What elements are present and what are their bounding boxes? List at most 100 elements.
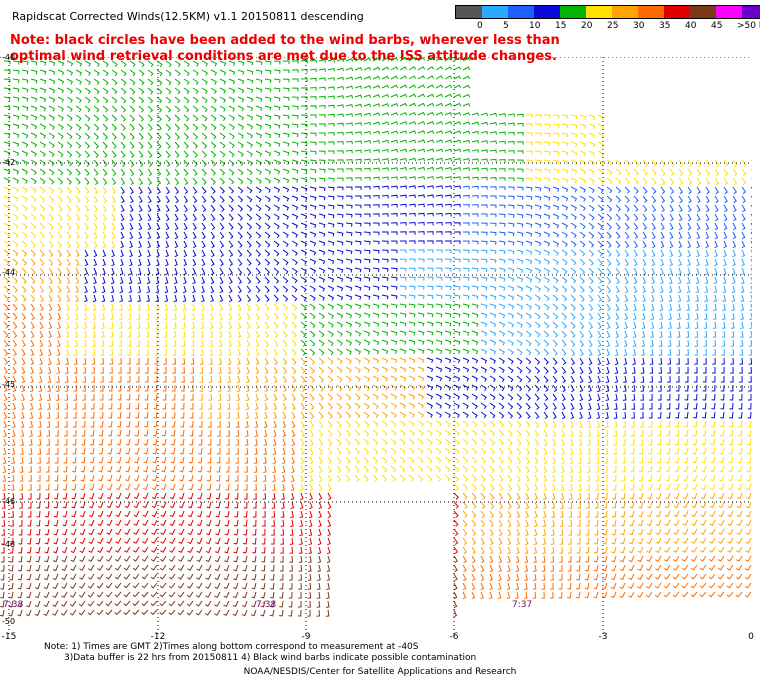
wind-barb xyxy=(318,258,326,265)
wind-barb xyxy=(605,366,610,375)
wind-barb xyxy=(214,582,221,590)
wind-barb xyxy=(363,456,369,464)
wind-barb xyxy=(417,212,425,217)
wind-barb xyxy=(471,213,479,217)
wind-barb xyxy=(516,195,524,200)
wind-barb xyxy=(142,492,149,500)
wind-barb xyxy=(507,330,514,337)
wind-barb xyxy=(561,303,568,311)
wind-barb xyxy=(106,510,113,518)
wind-barb xyxy=(97,537,104,545)
wind-barb xyxy=(255,105,263,111)
wind-barb xyxy=(318,474,323,483)
wind-barb xyxy=(191,312,196,321)
wind-barb xyxy=(217,420,221,428)
wind-barb xyxy=(516,447,522,455)
wind-barb xyxy=(649,348,654,356)
wind-barb xyxy=(736,519,743,527)
wind-barb xyxy=(408,212,416,217)
wind-barb xyxy=(426,185,434,189)
wind-barb xyxy=(426,102,435,107)
wind-barb xyxy=(207,429,212,437)
wind-barb xyxy=(110,285,115,294)
wind-barb xyxy=(173,285,178,294)
wind-barb xyxy=(150,600,158,607)
wind-barb xyxy=(142,501,149,509)
wind-barb xyxy=(685,366,689,374)
wind-barb xyxy=(273,159,281,166)
wind-barb xyxy=(52,582,59,590)
wind-barb xyxy=(604,429,609,437)
wind-barb xyxy=(363,402,370,410)
wind-barb xyxy=(381,75,390,80)
wind-barb xyxy=(606,195,613,203)
wind-barb xyxy=(39,357,43,366)
wind-barb xyxy=(561,285,568,293)
wind-barb xyxy=(129,249,133,258)
wind-barb xyxy=(417,231,425,235)
wind-barb xyxy=(417,366,425,373)
wind-barb xyxy=(408,148,417,153)
wind-barb xyxy=(471,176,479,181)
wind-barb xyxy=(110,303,114,312)
wind-barb xyxy=(92,312,97,321)
wind-barb xyxy=(655,519,662,527)
wind-barb xyxy=(118,330,123,338)
wind-barb xyxy=(381,249,389,254)
wind-barb xyxy=(534,465,539,474)
wind-barb xyxy=(730,357,734,365)
wind-barb xyxy=(91,384,95,392)
wind-barb xyxy=(741,168,747,176)
wind-barb xyxy=(48,78,56,85)
wind-barb xyxy=(417,121,426,125)
wind-barb xyxy=(138,240,142,249)
wind-barb xyxy=(741,231,746,240)
wind-barb xyxy=(462,465,469,473)
wind-barb xyxy=(246,321,251,330)
wind-barb xyxy=(288,591,293,599)
wind-barb xyxy=(543,258,550,265)
wind-barb xyxy=(621,492,626,500)
wind-barb xyxy=(48,159,55,167)
wind-barb xyxy=(255,87,263,93)
wind-barb xyxy=(120,141,126,149)
wind-barb xyxy=(105,564,113,571)
wind-barb xyxy=(109,366,113,374)
wind-barb xyxy=(228,78,236,85)
wind-barb xyxy=(588,312,594,321)
wind-barb xyxy=(426,285,434,290)
wind-barb xyxy=(560,501,564,509)
wind-barb xyxy=(273,393,278,402)
wind-barb xyxy=(57,195,63,203)
wind-barb xyxy=(169,528,176,536)
wind-barb xyxy=(462,267,470,272)
wind-barb xyxy=(300,375,306,383)
wind-barb xyxy=(471,438,478,446)
wind-barb xyxy=(39,78,47,84)
wind-barb xyxy=(435,303,443,309)
wind-barb xyxy=(426,240,434,244)
wind-barb xyxy=(462,402,469,409)
wind-barb xyxy=(3,375,8,384)
wind-barb xyxy=(127,366,131,374)
wind-barb xyxy=(552,258,559,265)
wind-barb xyxy=(138,186,143,195)
wind-barb xyxy=(363,438,370,446)
wind-barb xyxy=(55,402,60,410)
wind-barb xyxy=(552,141,560,147)
wind-barb xyxy=(74,357,78,365)
wind-barb xyxy=(280,528,285,536)
wind-barb xyxy=(621,456,626,464)
wind-barb xyxy=(71,492,77,500)
wind-barb xyxy=(444,384,452,391)
wind-barb xyxy=(255,114,263,121)
wind-barb-canvas xyxy=(0,57,752,635)
wind-barb xyxy=(672,564,680,571)
wind-barb xyxy=(201,276,206,285)
wind-barb xyxy=(714,159,720,167)
wind-barb xyxy=(300,321,307,329)
wind-barb xyxy=(137,276,142,285)
wind-barb xyxy=(507,267,515,273)
wind-barb xyxy=(21,330,26,339)
wind-barb xyxy=(597,366,601,375)
